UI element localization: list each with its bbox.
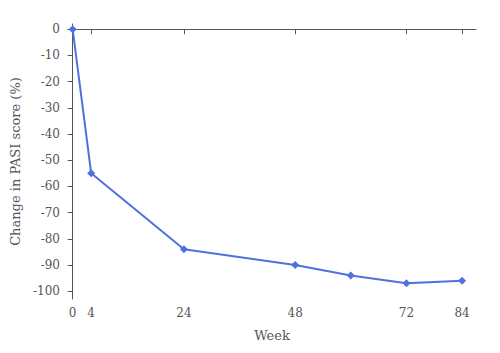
- svg-text:-60: -60: [41, 179, 60, 193]
- svg-text:-20: -20: [41, 75, 60, 89]
- svg-text:0: 0: [52, 22, 60, 36]
- svg-text:-80: -80: [41, 232, 60, 246]
- svg-text:-40: -40: [41, 127, 60, 141]
- svg-text:-70: -70: [41, 206, 60, 220]
- svg-text:24: 24: [176, 306, 192, 320]
- svg-text:0: 0: [69, 306, 77, 320]
- svg-text:-30: -30: [41, 101, 60, 115]
- svg-text:84: 84: [454, 306, 470, 320]
- svg-text:Week: Week: [254, 328, 290, 343]
- svg-text:48: 48: [288, 306, 303, 320]
- svg-text:4: 4: [87, 306, 95, 320]
- svg-text:-90: -90: [41, 258, 60, 272]
- svg-text:72: 72: [399, 306, 414, 320]
- svg-text:-100: -100: [33, 284, 60, 298]
- svg-text:-50: -50: [41, 153, 60, 167]
- svg-text:Change in PASI score (%): Change in PASI score (%): [8, 77, 23, 246]
- svg-text:-10: -10: [41, 48, 60, 62]
